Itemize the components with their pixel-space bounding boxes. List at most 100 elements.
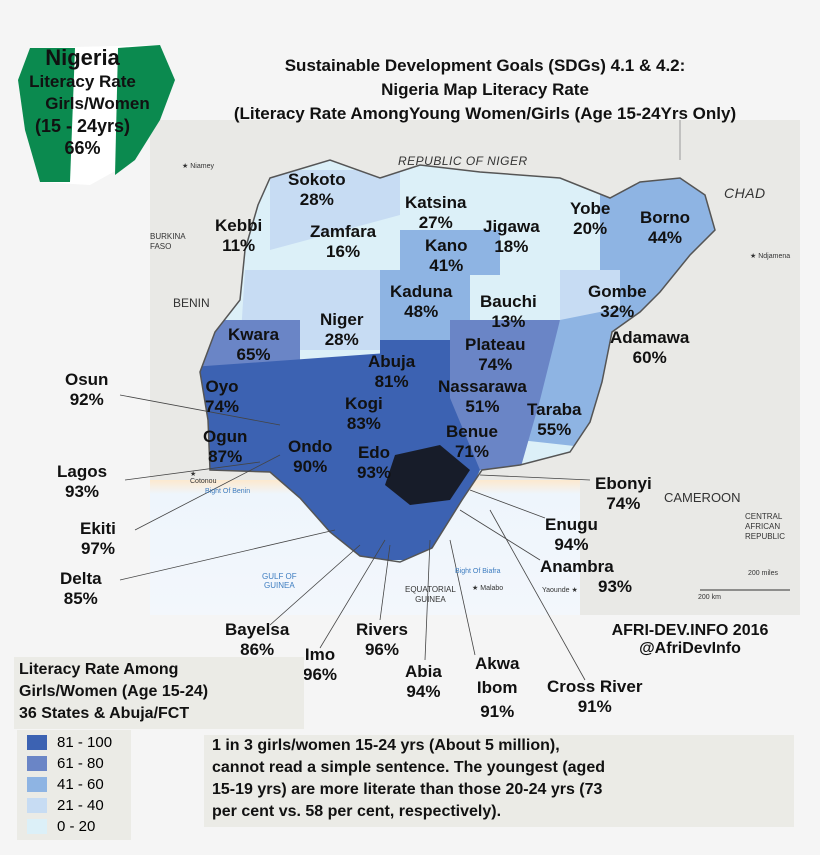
state-edo: Edo 93% (357, 443, 391, 483)
state-text: 51% (465, 397, 500, 416)
note-line3: 15-19 yrs) are more literate than those … (212, 781, 603, 798)
state-text: Abuja (368, 352, 416, 371)
niamey: Niamey (190, 163, 214, 170)
flag-line1: Literacy Rate (29, 72, 136, 91)
state-text: Plateau (465, 335, 526, 354)
city-ndjamena: ★ Ndjamena (750, 253, 791, 260)
state-text: 90% (293, 457, 328, 476)
legend-swatch (27, 819, 47, 834)
state-text: Ogun (203, 427, 248, 446)
state-text: Nassarawa (438, 377, 527, 396)
state-text: Ekiti (80, 519, 116, 538)
state-akwa-ibom: Akwa Ibom 91% (475, 652, 519, 724)
state-jigawa: Jigawa 18% (483, 217, 540, 257)
credit-handle: @AfriDevInfo (639, 640, 741, 657)
scale-miles: 200 miles (748, 570, 778, 577)
state-text: 93% (357, 463, 392, 482)
state-niger: Niger 28% (320, 310, 363, 350)
label-benin: BENIN (173, 296, 210, 310)
state-text: Osun (65, 370, 109, 389)
legend-item: 61 - 80 (17, 753, 131, 774)
state-text: 81% (374, 372, 409, 391)
state-text: 93% (598, 577, 633, 596)
state-text: Bayelsa (225, 620, 290, 639)
southeast-overlay (385, 445, 470, 505)
malabo: Malabo (480, 585, 504, 592)
state-gombe: Gombe 32% (588, 282, 647, 322)
eqg-1: EQUATORIAL (405, 585, 456, 594)
state-katsina: Katsina 27% (405, 193, 466, 233)
legend-label: 21 - 40 (57, 797, 104, 814)
state-enugu: Enugu 94% (545, 515, 598, 555)
state-text: 93% (65, 482, 100, 501)
state-adamawa: Adamawa 60% (610, 328, 689, 368)
state-text: Zamfara (310, 222, 377, 241)
legend-item: 41 - 60 (17, 774, 131, 795)
state-text: Kwara (228, 325, 280, 344)
note-box: 1 in 3 girls/women 15-24 yrs (About 5 mi… (204, 735, 794, 827)
state-text: Sokoto (288, 170, 346, 189)
label-car: CENTRAL AFRICAN REPUBLIC (745, 512, 785, 542)
state-oyo: Oyo 74% (205, 377, 239, 417)
state-sokoto: Sokoto 28% (288, 170, 346, 210)
legend-item: 0 - 20 (17, 816, 131, 837)
note-line4: per cent vs. 58 per cent, respectively). (212, 803, 502, 820)
burkina-2: FASO (150, 242, 172, 251)
legend-swatch (27, 777, 47, 792)
city-cotonou: ★ Cotonou (190, 471, 217, 485)
state-text: 48% (404, 302, 439, 321)
state-text: Taraba (527, 400, 582, 419)
nigeria-flag-map (18, 45, 175, 185)
state-text: 28% (299, 190, 334, 209)
car-2: AFRICAN (745, 522, 781, 531)
state-text: Anambra (540, 557, 614, 576)
gulf-1: GULF OF (262, 572, 297, 581)
state-text: Ondo (288, 437, 333, 456)
city-yaounde: Yaounde ★ (542, 587, 578, 594)
region-kaduna (380, 270, 470, 340)
state-text: Imo (304, 645, 336, 664)
label-burkina: BURKINA FASO (150, 232, 186, 252)
state-delta: Delta 85% (60, 569, 102, 609)
legend-item: 21 - 40 (17, 795, 131, 816)
flag-line3: (15 - 24yrs) (34, 116, 131, 136)
state-text: 97% (80, 539, 115, 558)
state-lagos: Lagos 93% (57, 462, 107, 502)
state-kano: Kano 41% (425, 236, 468, 276)
note-line2: cannot read a simple sentence. The young… (212, 759, 605, 776)
state-text: Cross River (547, 677, 643, 696)
state-text: Lagos (57, 462, 108, 481)
region-gombe (560, 270, 620, 320)
state-ebonyi: Ebonyi 74% (595, 474, 652, 514)
state-text: 44% (648, 228, 683, 247)
legend-title-2: Girls/Women (Age 15-24) (19, 683, 209, 700)
state-abuja: Abuja 81% (368, 352, 415, 392)
region-sokoto (270, 170, 400, 250)
state-text: Delta (60, 569, 102, 588)
state-text: 11% (222, 236, 256, 255)
state-text: 18% (494, 237, 529, 256)
label-cameroon: CAMEROON (664, 490, 741, 505)
state-text: Kaduna (390, 282, 453, 301)
note-line1: 1 in 3 girls/women 15-24 yrs (About 5 mi… (212, 737, 560, 754)
state-text: 96% (303, 665, 338, 684)
burkina-1: BURKINA (150, 232, 186, 241)
state-text: Ebonyi (595, 474, 652, 493)
scale-km: 200 km (698, 594, 721, 601)
state-plateau: Plateau 74% (465, 335, 525, 375)
state-text: 32% (600, 302, 635, 321)
city-niamey: ★ Niamey (182, 163, 214, 170)
legend-label: 81 - 100 (57, 734, 113, 751)
state-text: 85% (63, 589, 98, 608)
eqg-2: GUINEA (415, 595, 446, 604)
region-kano (400, 230, 500, 275)
state-rivers: Rivers 96% (356, 620, 408, 660)
state-text: 87% (208, 447, 243, 466)
state-text: Adamawa (610, 328, 690, 347)
flag-country: Nigeria (45, 45, 120, 70)
label-gulf-guinea: GULF OF GUINEA (262, 572, 297, 590)
legend-title: Literacy Rate Among Girls/Women (Age 15-… (14, 657, 304, 727)
label-chad: CHAD (724, 185, 766, 201)
state-text: 83% (346, 414, 381, 433)
state-text: 74% (478, 355, 513, 374)
